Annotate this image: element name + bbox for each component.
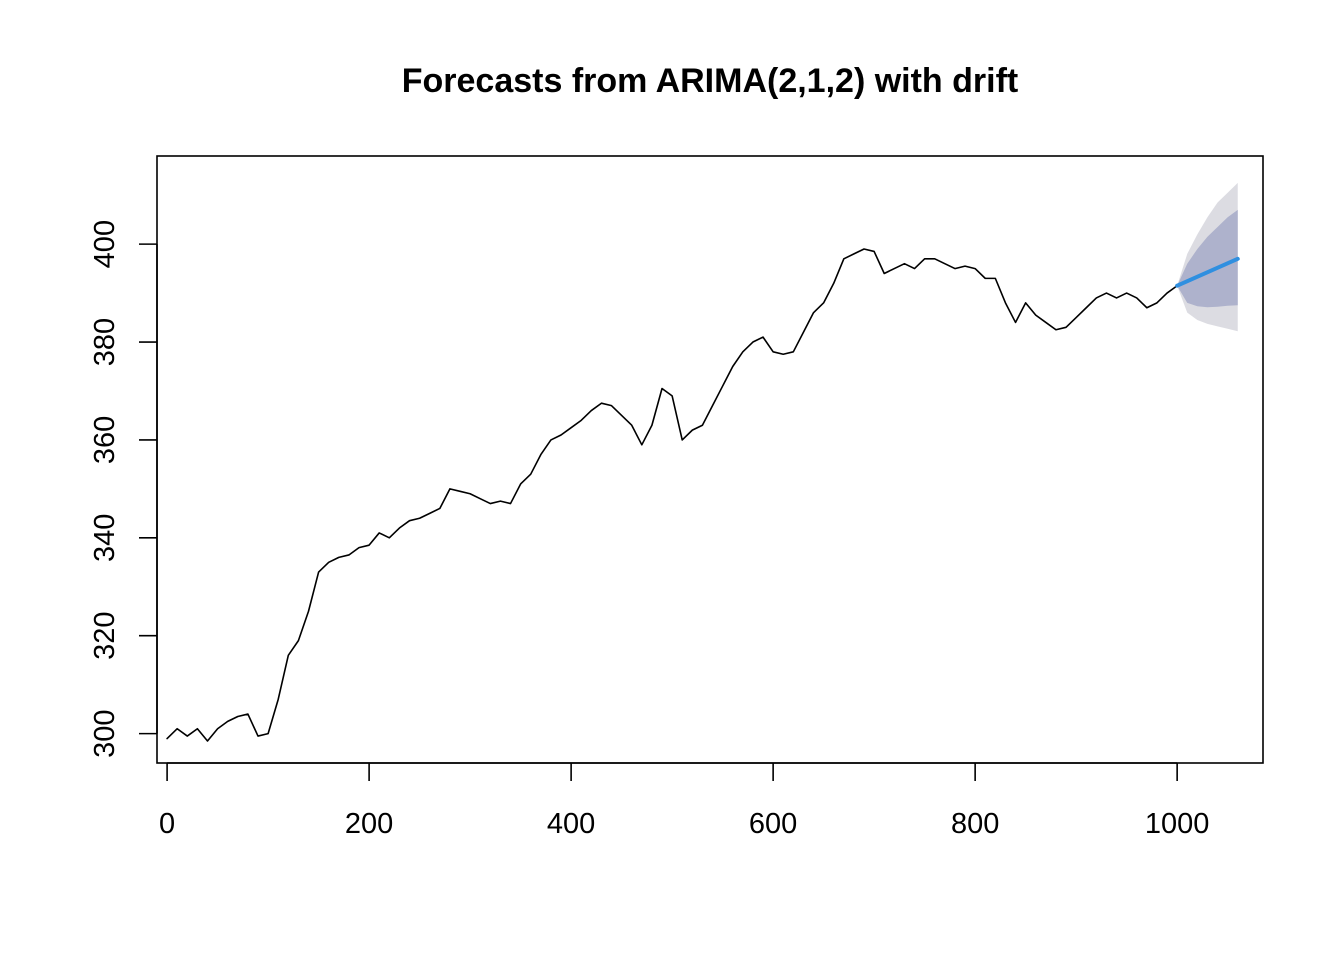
y-tick-label: 380 (89, 318, 121, 366)
series-lines (166, 248, 1240, 742)
y-tick-label: 340 (89, 514, 121, 562)
prediction-interval-80 (1177, 209, 1238, 308)
x-tick-label: 800 (951, 808, 999, 840)
forecast-line (1175, 256, 1240, 288)
observed-series-line (166, 248, 1178, 742)
y-tick-label: 320 (89, 612, 121, 660)
x-tick-label: 0 (159, 808, 175, 840)
plot-frame (156, 155, 1264, 764)
x-axis: 0 200 400 600 800 1000 (159, 762, 1210, 840)
chart-title: Forecasts from ARIMA(2,1,2) with drift (402, 62, 1018, 100)
y-tick-label: 400 (89, 220, 121, 268)
x-tick-label: 600 (749, 808, 797, 840)
y-tick-label: 300 (89, 709, 121, 757)
x-tick-label: 400 (547, 808, 595, 840)
x-tick-label: 200 (345, 808, 393, 840)
prediction-intervals (1177, 182, 1238, 332)
y-axis: 300 320 340 360 380 400 (89, 220, 158, 758)
y-tick-label: 360 (89, 416, 121, 464)
x-tick-label: 1000 (1145, 808, 1210, 840)
